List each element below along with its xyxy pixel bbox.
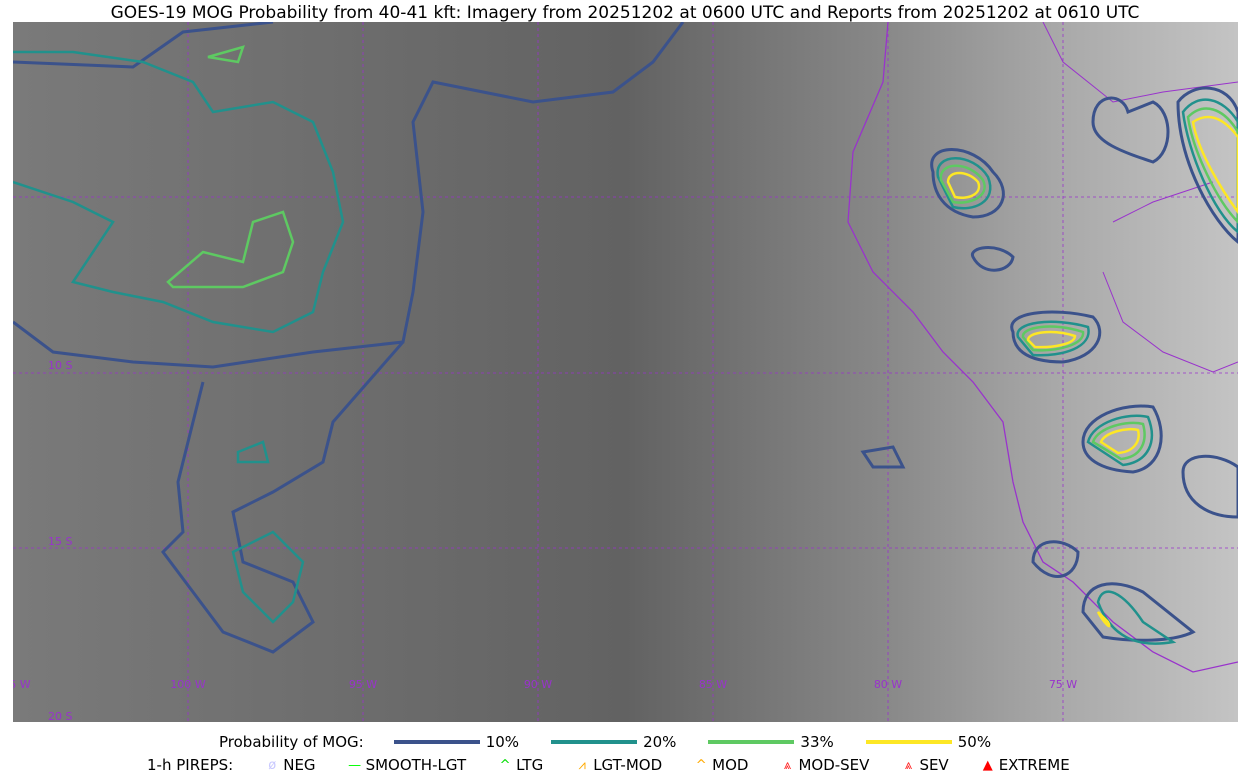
- pirep-label: EXTREME: [998, 756, 1070, 774]
- swatch: [551, 740, 638, 744]
- swatch: [393, 740, 480, 744]
- pirep-lgt-mod: ⩘ LGT-MOD: [571, 756, 663, 774]
- pirep-mod: ^ MOD: [690, 756, 749, 774]
- pirep-neg: ø NEG: [261, 756, 315, 774]
- lon-label-100w: 100 W: [170, 678, 205, 691]
- swatch: [865, 740, 952, 744]
- caret-icon: ^: [499, 757, 511, 773]
- legend-label: 33%: [800, 733, 834, 751]
- pirep-mod-sev: ⩓ MOD-SEV: [776, 756, 870, 774]
- legend-label: 50%: [957, 733, 992, 751]
- caret-icon: ^: [695, 757, 707, 773]
- legend-label: 10%: [485, 733, 520, 751]
- pireps-legend: 1-h PIREPS: ø NEG — SMOOTH-LGT ^ LTG ⩘ LGT-M…: [0, 756, 1250, 774]
- contour-33pct: [166, 45, 1238, 461]
- map-title: GOES-19 MOG Probability from 40-41 kft: …: [110, 3, 1140, 23]
- lat-label-10s: 10 S: [48, 359, 72, 372]
- pirep-extreme: ▲ EXTREME: [977, 756, 1070, 774]
- lon-labels: 105 W 100 W 95 W 90 W 85 W 80 W 75 W: [13, 678, 1077, 691]
- satellite-map: 10 S 15 S 20 S 105 W 100 W 95 W 90 W 85 …: [13, 22, 1238, 722]
- legend-20pct: 20%: [551, 733, 676, 751]
- pirep-label: SMOOTH-LGT: [365, 756, 467, 774]
- gridlines: [13, 22, 1238, 722]
- line-icon: —: [348, 757, 362, 773]
- ir-imagery: [13, 22, 1238, 722]
- pirep-smooth-lgt: — SMOOTH-LGT: [344, 756, 467, 774]
- probability-legend: Probability of MOG: 10% 20% 33% 50%: [0, 733, 1250, 751]
- coastline: [847, 22, 1238, 673]
- pirep-label: NEG: [283, 756, 316, 774]
- legend-50pct: 50%: [865, 733, 992, 751]
- pirep-label: SEV: [919, 756, 949, 774]
- lat-label-15s: 15 S: [48, 535, 72, 548]
- swatch: [708, 740, 795, 744]
- contour-50pct: [946, 115, 1238, 628]
- neg-icon: ø: [268, 757, 277, 773]
- filled-triangle-icon: ▲: [982, 757, 993, 773]
- lon-label-90w: 90 W: [524, 678, 552, 691]
- lon-label-80w: 80 W: [874, 678, 902, 691]
- pirep-label: LTG: [516, 756, 544, 774]
- pirep-label: LGT-MOD: [593, 756, 663, 774]
- double-caret-icon: ⩓: [904, 757, 913, 773]
- legend-label: 20%: [643, 733, 677, 751]
- legend-33pct: 33%: [708, 733, 834, 751]
- pirep-label: MOD: [712, 756, 749, 774]
- probability-legend-label: Probability of MOG:: [219, 733, 364, 751]
- contour-10pct: [13, 22, 1238, 654]
- lat-labels: 10 S 15 S 20 S: [48, 359, 72, 722]
- border-line: [1042, 22, 1238, 373]
- pireps-legend-label: 1-h PIREPS:: [147, 756, 234, 774]
- pirep-ltg: ^ LTG: [494, 756, 544, 774]
- contour-20pct: [13, 50, 1238, 645]
- lon-label-105w: 105 W: [13, 678, 31, 691]
- lat-label-20s: 20 S: [48, 710, 72, 722]
- triangle-caret-icon: ⩘: [578, 757, 586, 773]
- double-caret-icon: ⩓: [783, 757, 792, 773]
- pirep-sev: ⩓ SEV: [897, 756, 949, 774]
- lon-label-95w: 95 W: [349, 678, 377, 691]
- pirep-label: MOD-SEV: [798, 756, 870, 774]
- legend-10pct: 10%: [393, 733, 520, 751]
- lon-label-85w: 85 W: [699, 678, 727, 691]
- lon-label-75w: 75 W: [1049, 678, 1077, 691]
